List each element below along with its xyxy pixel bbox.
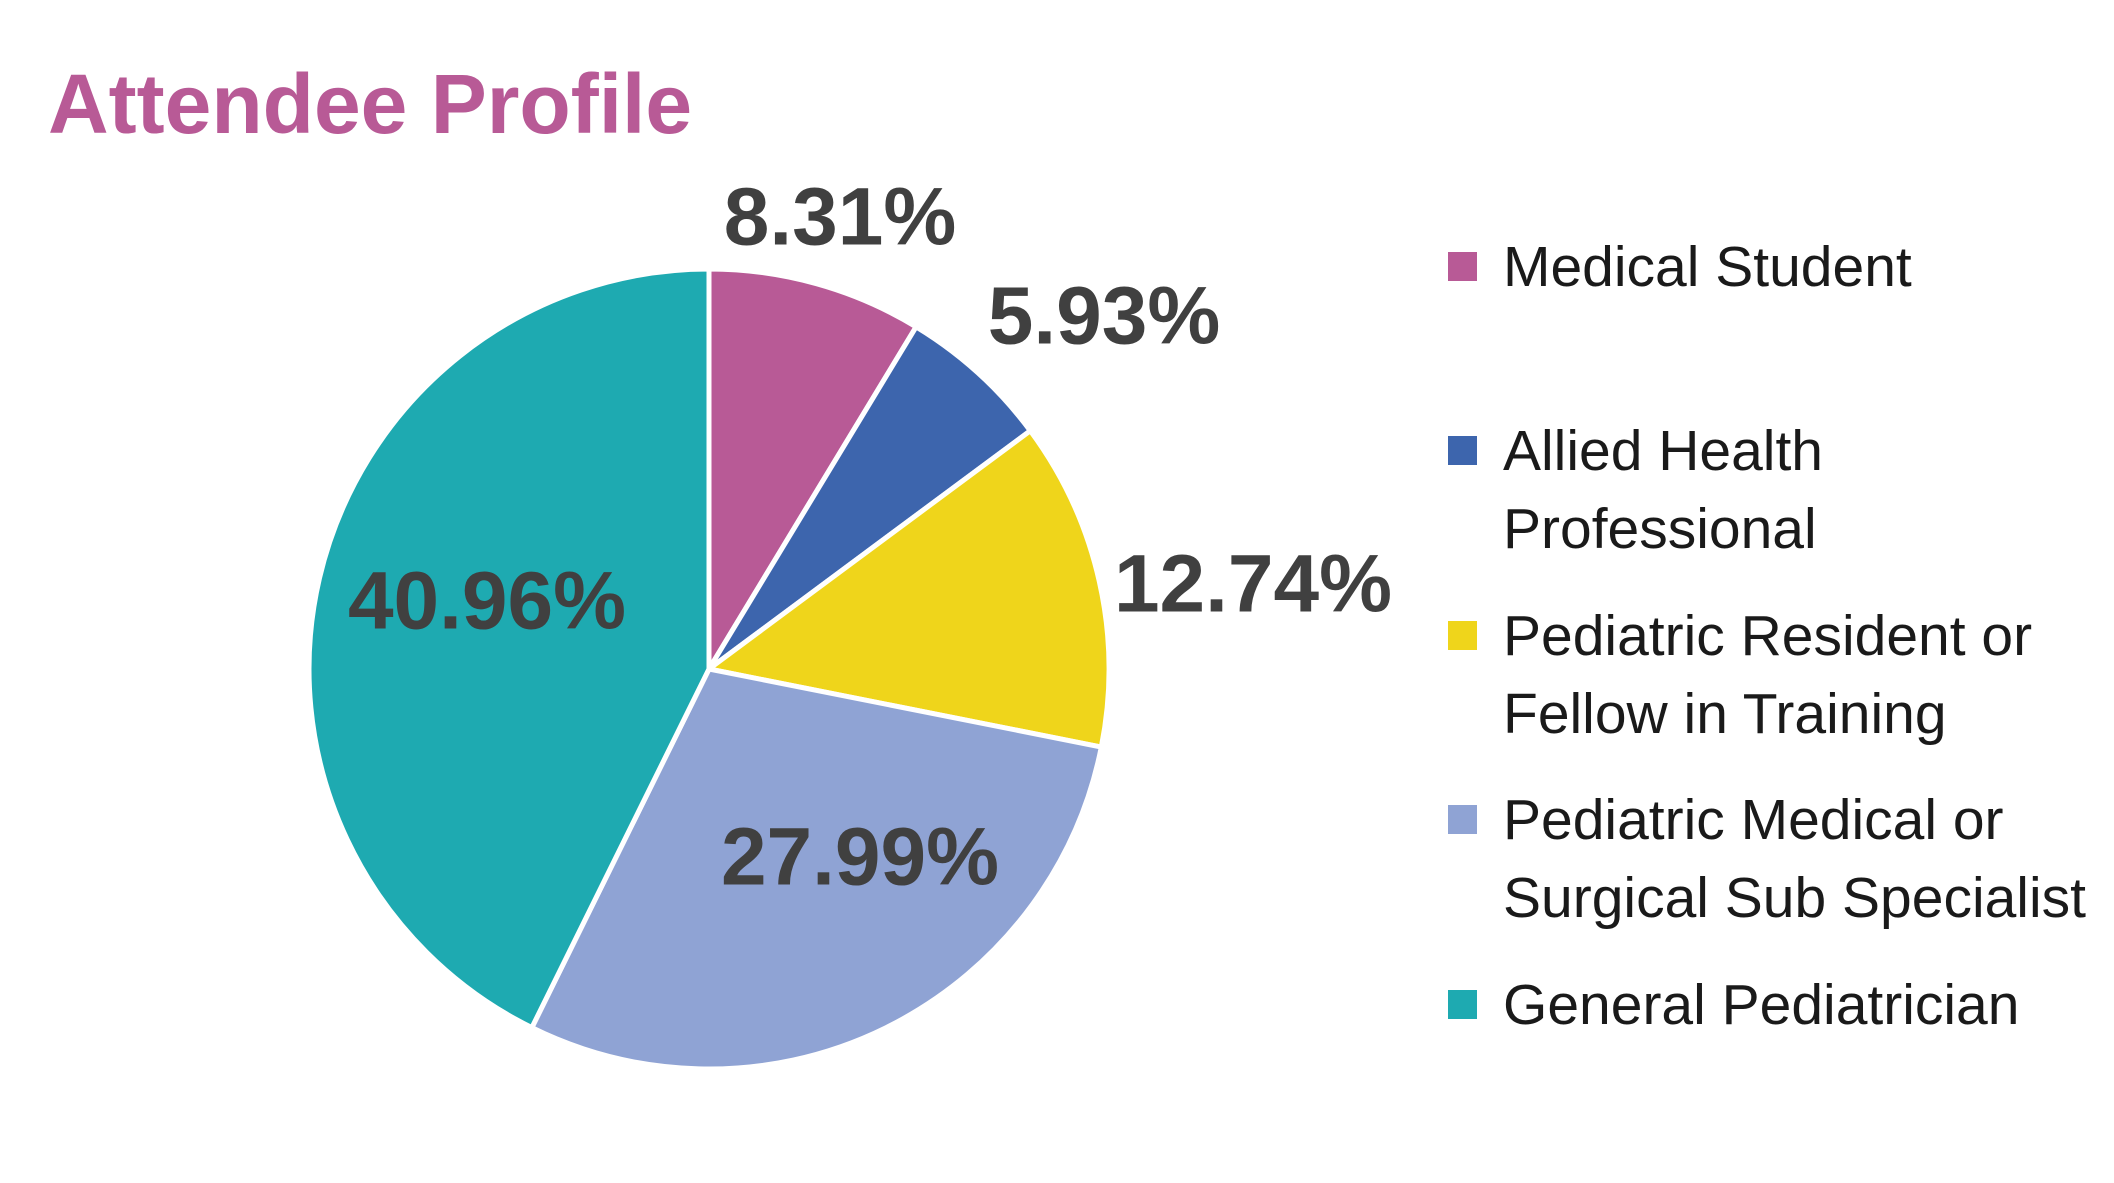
- pie-data-labels: 8.31% 5.93% 12.74% 27.99% 40.96%: [348, 172, 1392, 903]
- pie-slice-general-pediatrician: [306, 266, 712, 1031]
- data-label-medical-student: 8.31%: [724, 172, 957, 263]
- pie-slices: [306, 266, 1112, 1072]
- legend-label: Medical Student: [1503, 235, 1912, 299]
- legend-label: General Pediatrician: [1503, 973, 2020, 1037]
- legend-item-general-pediatrician: General Pediatrician: [1448, 966, 2019, 1044]
- pie-slice-allied-health-professional: [706, 324, 1033, 672]
- legend-swatch: [1448, 436, 1477, 465]
- legend-label: Allied Health Professional: [1503, 419, 1824, 561]
- pie-slice-pediatric-resident-or-fellow-in-training: [706, 428, 1112, 750]
- pie-slice-medical-student: [706, 266, 919, 672]
- legend-swatch: [1448, 252, 1477, 281]
- data-label-pediatric-resident-or-fellow-in-training: 12.74%: [1114, 539, 1392, 630]
- legend-swatch: [1448, 990, 1477, 1019]
- legend-label: Pediatric Medical or Surgical Sub Specia…: [1503, 788, 2086, 930]
- legend-item-medical-student: Medical Student: [1448, 228, 1912, 306]
- data-label-allied-health-professional: 5.93%: [988, 271, 1221, 362]
- chart-title: Attendee Profile: [48, 57, 693, 151]
- legend-label: Pediatric Resident or Fellow in Training: [1503, 604, 2033, 746]
- legend-swatch: [1448, 621, 1477, 650]
- legend-item-pediatric-resident-or-fellow-in-training: Pediatric Resident or Fellow in Training: [1448, 597, 2032, 753]
- legend-item-allied-health-professional: Allied Health Professional: [1448, 412, 1823, 568]
- legend-swatch: [1448, 805, 1477, 834]
- data-label-general-pediatrician: 40.96%: [348, 556, 626, 647]
- data-label-pediatric-medical-or-surgical-sub-specialist: 27.99%: [721, 812, 999, 903]
- legend-item-pediatric-medical-or-surgical-sub-specialist: Pediatric Medical or Surgical Sub Specia…: [1448, 781, 2086, 937]
- pie-slice-pediatric-medical-or-surgical-sub-specialist: [529, 666, 1104, 1072]
